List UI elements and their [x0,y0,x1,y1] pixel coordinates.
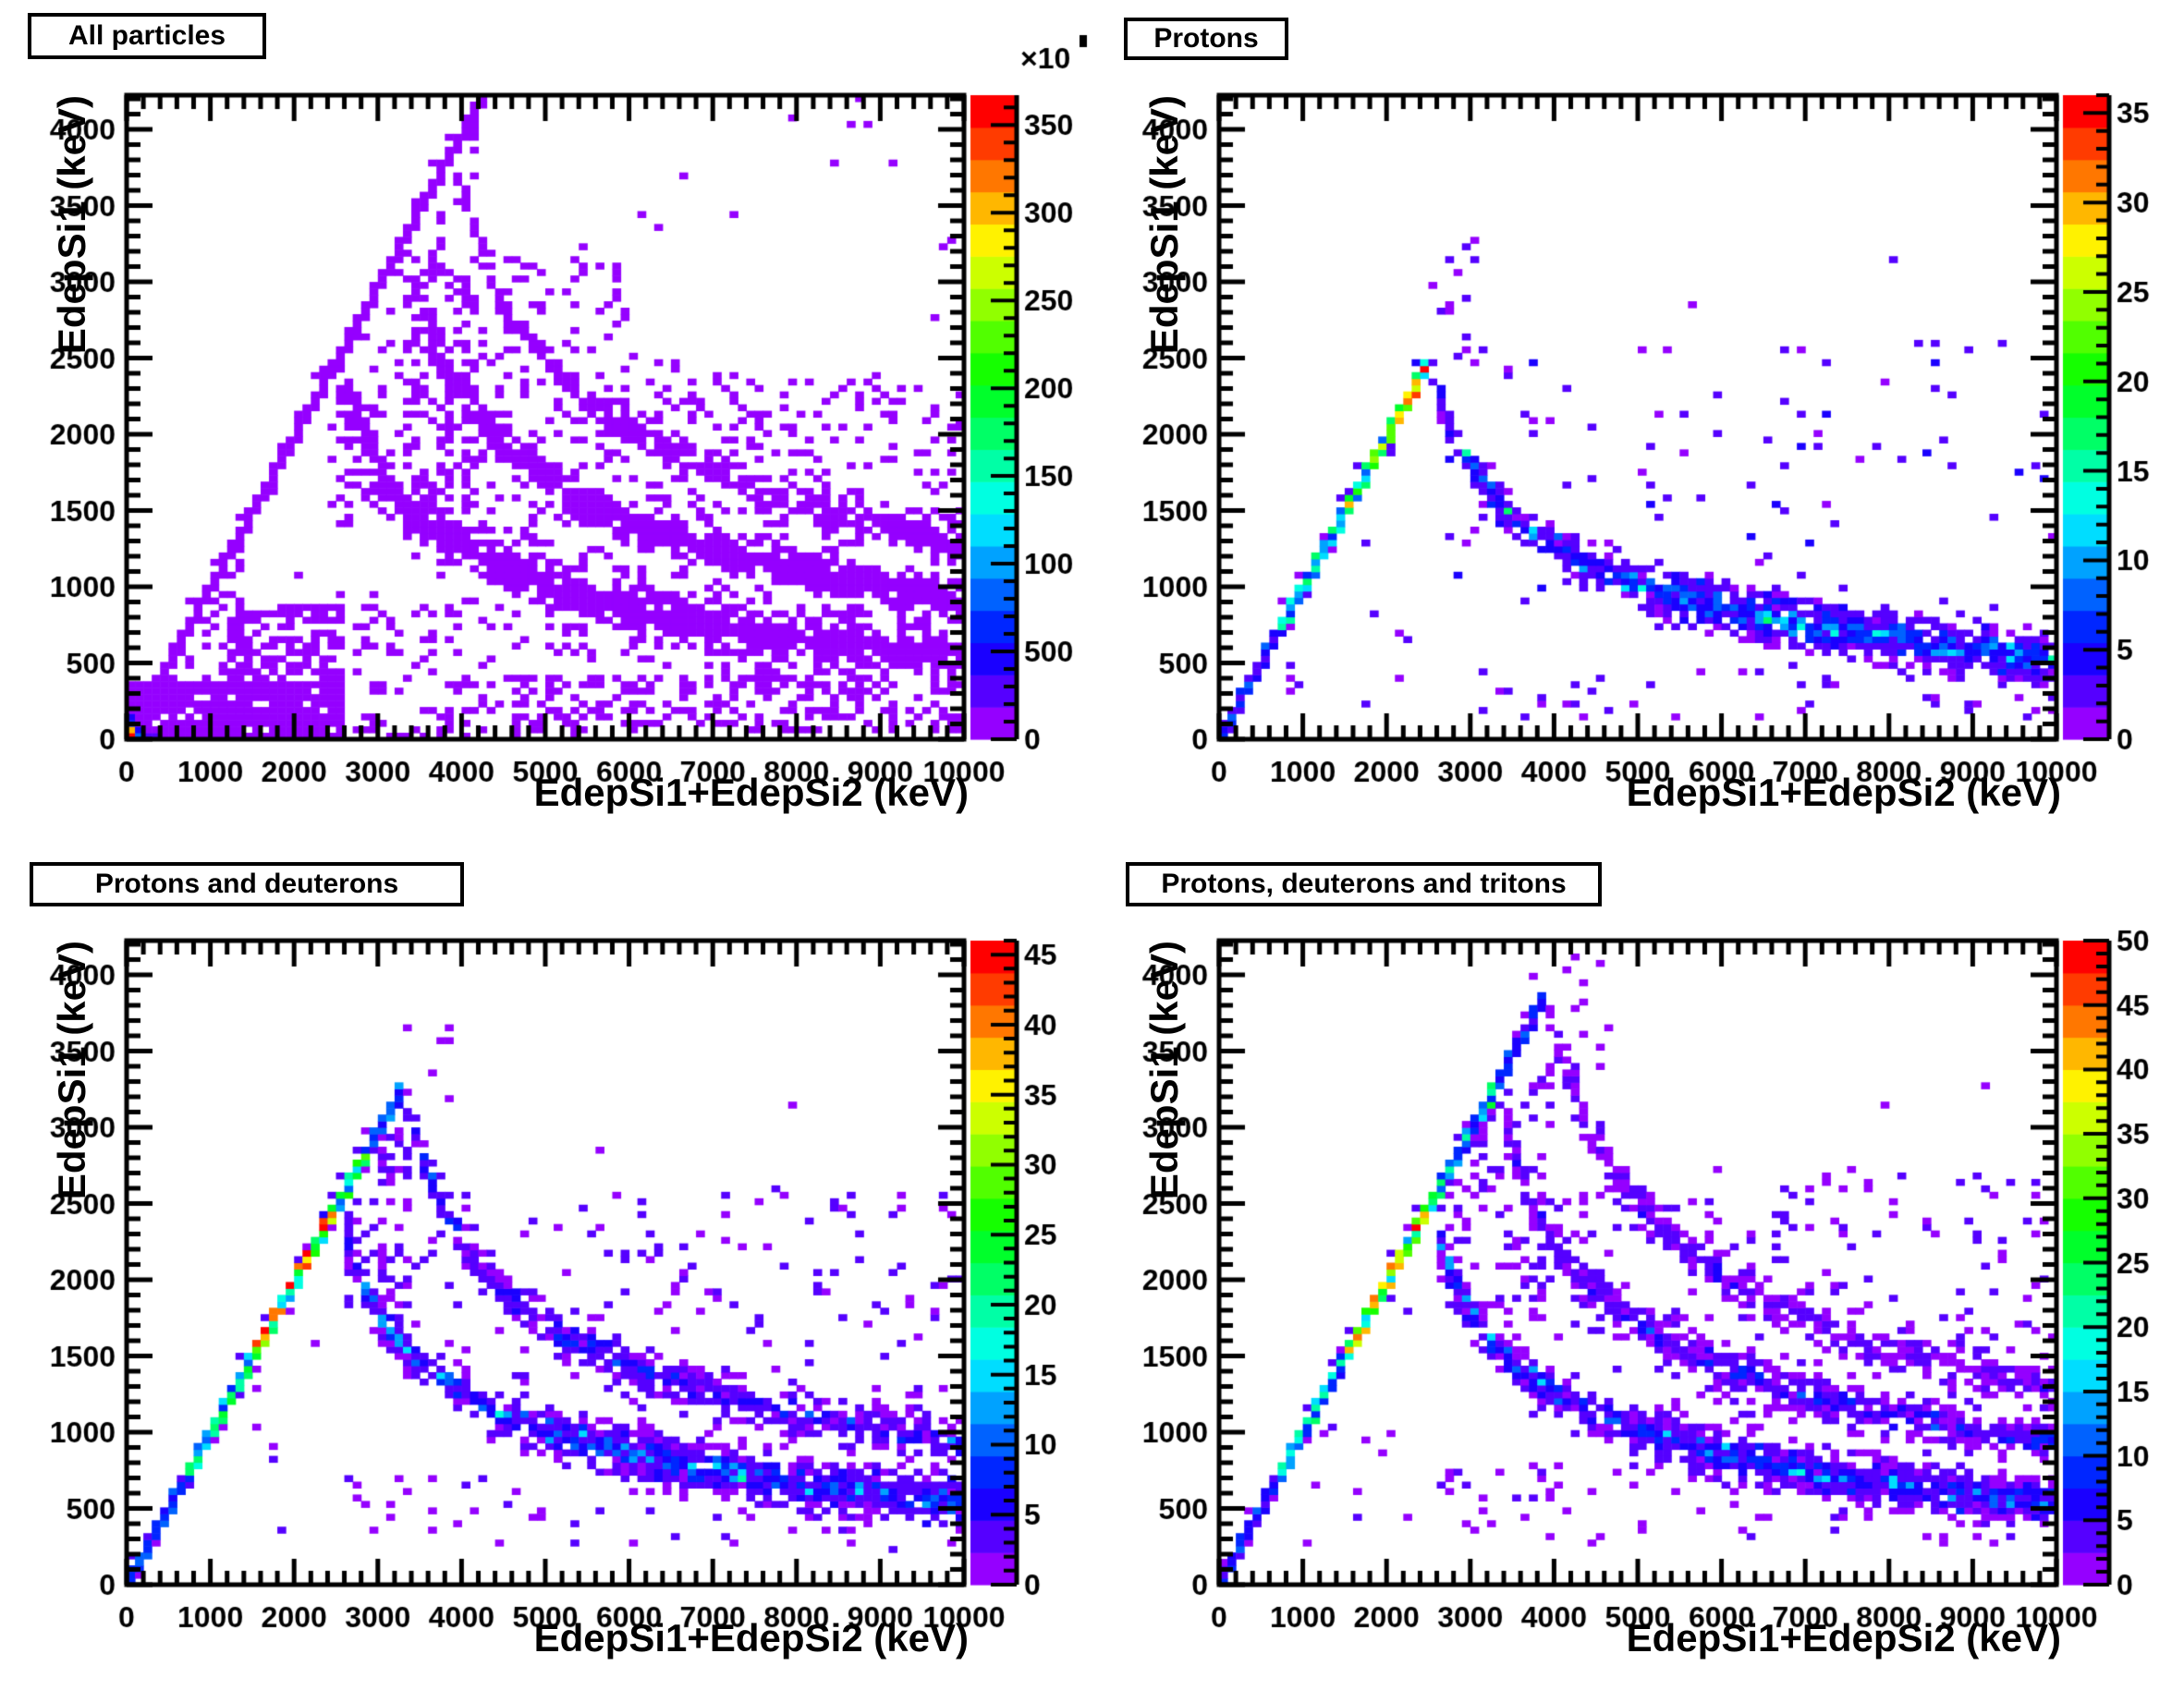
x-axis-title: EdepSi1+EdepSi2 (keV) [1626,771,2061,814]
panel-title: Protons, deuterons and tritons [1161,869,1567,899]
panel-title-box: All particles [28,13,266,59]
y-axis-title: EdepSi1 (keV) [1142,95,1186,355]
x-axis-title: EdepSi1+EdepSi2 (keV) [533,1616,969,1660]
panel-title: Protons and deuterons [94,869,399,899]
y-axis-title: EdepSi1 (keV) [50,95,93,355]
histogram-canvas-protons [1092,0,2184,845]
y-axis-title: EdepSi1 (keV) [50,941,93,1200]
histogram-canvas-protons-deuterons [0,845,1092,1690]
x-axis-title: EdepSi1+EdepSi2 (keV) [533,771,969,814]
panel-title-box: Protons and deuterons [30,862,464,906]
panel-title: All particles [67,20,226,51]
panel-all-particles: All particles EdepSi1+EdepSi2 (keV) Edep… [0,0,1092,845]
histogram-canvas-all-particles [0,0,1092,845]
y-axis-title: EdepSi1 (keV) [1142,941,1186,1200]
histogram-canvas-protons-deuterons-tritons [1092,845,2184,1690]
panel-protons: Protons EdepSi1+EdepSi2 (keV) EdepSi1 (k… [1092,0,2184,845]
panel-title-box: Protons, deuterons and tritons [1126,862,1602,906]
panel-title: Protons [1153,23,1259,54]
panel-title-box: Protons [1124,18,1288,60]
x-axis-title: EdepSi1+EdepSi2 (keV) [1626,1616,2061,1660]
panel-protons-deuterons: Protons and deuterons EdepSi1+EdepSi2 (k… [0,845,1092,1690]
panel-protons-deuterons-tritons: Protons, deuterons and tritons EdepSi1+E… [1092,845,2184,1690]
